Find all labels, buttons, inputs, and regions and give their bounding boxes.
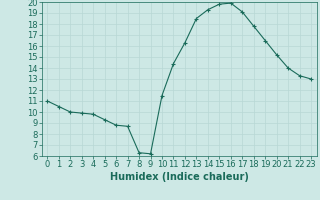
- X-axis label: Humidex (Indice chaleur): Humidex (Indice chaleur): [110, 172, 249, 182]
